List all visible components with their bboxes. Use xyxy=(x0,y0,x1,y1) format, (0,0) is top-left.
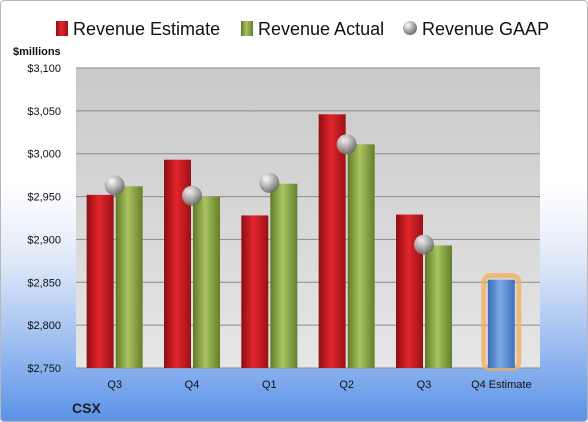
y-tick-label: $3,000 xyxy=(27,149,61,161)
bar-q4-estimate xyxy=(487,279,515,368)
x-tick-label: Q1 xyxy=(262,379,277,391)
x-tick-label: Q3 xyxy=(417,379,432,391)
company-label: CSX xyxy=(72,400,101,416)
legend-swatch-revenue-actual xyxy=(241,21,253,36)
x-tick-label: Q4 Estimate xyxy=(471,379,532,391)
bar-revenue-estimate xyxy=(318,114,346,369)
x-tick-label: Q3 xyxy=(107,379,122,391)
legend-swatch-revenue-estimate xyxy=(56,21,68,36)
marker-revenue-gaap xyxy=(414,234,434,255)
marker-revenue-gaap xyxy=(182,185,202,206)
y-tick-label: $2,750 xyxy=(27,363,61,375)
y-axis: $3,100 $3,050 $3,000 $2,950 $2,900 $2,850 $2,8… xyxy=(27,63,61,375)
x-tick-label: Q2 xyxy=(339,379,354,391)
bar-revenue-actual xyxy=(115,186,143,368)
bar-revenue-actual xyxy=(270,183,298,368)
plot-area xyxy=(76,68,540,368)
y-tick-label: $3,050 xyxy=(27,106,61,118)
y-tick-label: $2,900 xyxy=(27,234,61,246)
legend-marker-revenue-gaap xyxy=(403,21,417,35)
marker-revenue-gaap xyxy=(104,175,125,196)
bar-revenue-actual xyxy=(347,144,375,368)
legend: Revenue Estimate Revenue Actual Revenue … xyxy=(56,19,549,39)
y-tick-label: $2,950 xyxy=(27,192,61,204)
legend-label-revenue-gaap: Revenue GAAP xyxy=(422,19,549,39)
y-tick-label: $2,800 xyxy=(27,320,61,332)
marker-revenue-gaap xyxy=(259,172,280,193)
bar-revenue-estimate xyxy=(86,194,114,368)
bar-revenue-actual xyxy=(193,196,220,368)
legend-label-revenue-estimate: Revenue Estimate xyxy=(73,19,220,39)
x-tick-label: Q4 xyxy=(185,379,200,391)
bar-revenue-actual xyxy=(425,245,452,368)
bar-revenue-estimate xyxy=(241,215,269,368)
gaap-markers xyxy=(104,134,434,255)
y-axis-unit-label: $millions xyxy=(13,46,61,58)
marker-revenue-gaap xyxy=(336,134,357,155)
x-axis: Q3 Q4 Q1 Q2 Q3 Q4 Estimate xyxy=(107,379,531,391)
legend-label-revenue-actual: Revenue Actual xyxy=(258,19,384,39)
y-tick-label: $3,100 xyxy=(27,63,61,75)
bars xyxy=(86,114,522,371)
y-tick-label: $2,850 xyxy=(27,277,61,289)
gridlines xyxy=(76,67,540,369)
